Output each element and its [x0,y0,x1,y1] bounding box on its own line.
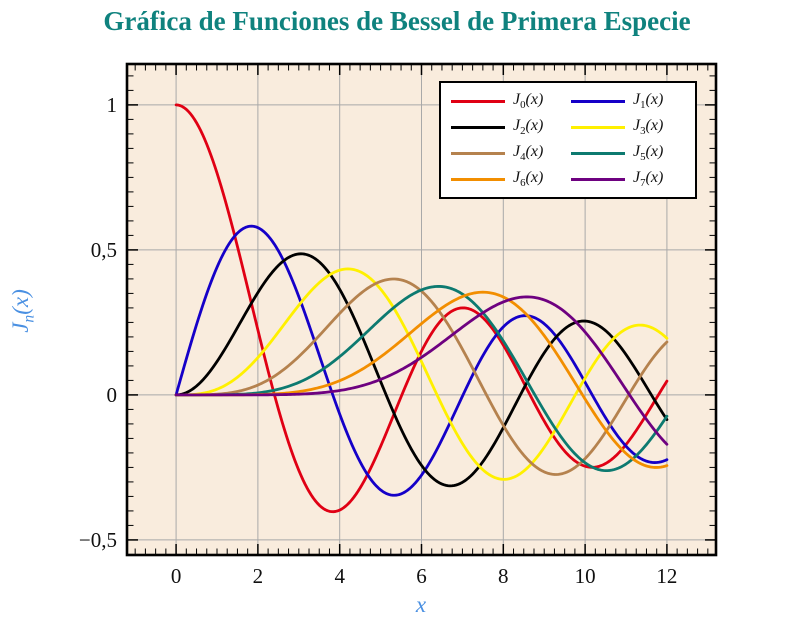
legend-label: J4(x) [513,142,544,164]
legend-label: J6(x) [513,168,544,190]
x-tick-label: 12 [656,564,677,588]
y-tick-label: 1 [107,93,118,117]
y-tick-label: −0,5 [79,528,117,552]
legend-swatch [451,125,505,129]
legend-entry-J7: J7(x) [571,167,691,191]
y-axis-label-sub: n [20,314,38,323]
legend-entry-J3: J3(x) [571,115,691,139]
bessel-curve-J3 [174,267,669,481]
y-tick-label: 0 [107,383,118,407]
x-tick-label: 2 [253,564,264,588]
y-tick-label: 0,5 [91,238,117,262]
legend-label: J7(x) [633,168,664,190]
bessel-curve-J5 [174,285,669,473]
legend-entry-J2: J2(x) [451,115,571,139]
x-tick-label: 8 [498,564,509,588]
bessel-curve-J7 [174,295,669,446]
x-tick-label: 6 [416,564,427,588]
legend-label: J2(x) [513,116,544,138]
legend-swatch [571,125,625,129]
legend-swatch [571,151,625,155]
legend-swatch [451,151,505,155]
legend-swatch [451,177,505,181]
x-axis-label: x [415,592,427,617]
legend-label: J3(x) [633,116,664,138]
legend-label: J1(x) [633,90,664,112]
plot-frame [125,62,718,557]
y-axis-label: Jn(x) [7,251,38,371]
bessel-curve-J1 [174,224,669,497]
x-tick-label: 0 [171,564,182,588]
y-axis-label-arg: (x) [8,289,33,315]
legend-swatch [571,177,625,181]
chart-title: Gráfica de Funciones de Bessel de Primer… [103,6,691,36]
legend: J0(x) J1(x) J2(x) J3(x) J4(x) J5(x) J6(x) J7(x) [439,81,697,199]
legend-swatch [571,99,625,103]
bessel-curve-J2 [174,252,669,488]
legend-entry-J4: J4(x) [451,141,571,165]
legend-entry-J6: J6(x) [451,167,571,191]
legend-swatch [451,99,505,103]
x-tick-label: 10 [575,564,596,588]
legend-entry-J1: J1(x) [571,89,691,113]
bessel-curve-J0 [174,103,669,514]
legend-label: J0(x) [513,90,544,112]
legend-entry-J0: J0(x) [451,89,571,113]
y-axis-label-base: J [8,322,33,333]
x-tick-label: 4 [334,564,345,588]
legend-entry-J5: J5(x) [571,141,691,165]
legend-label: J5(x) [633,142,664,164]
